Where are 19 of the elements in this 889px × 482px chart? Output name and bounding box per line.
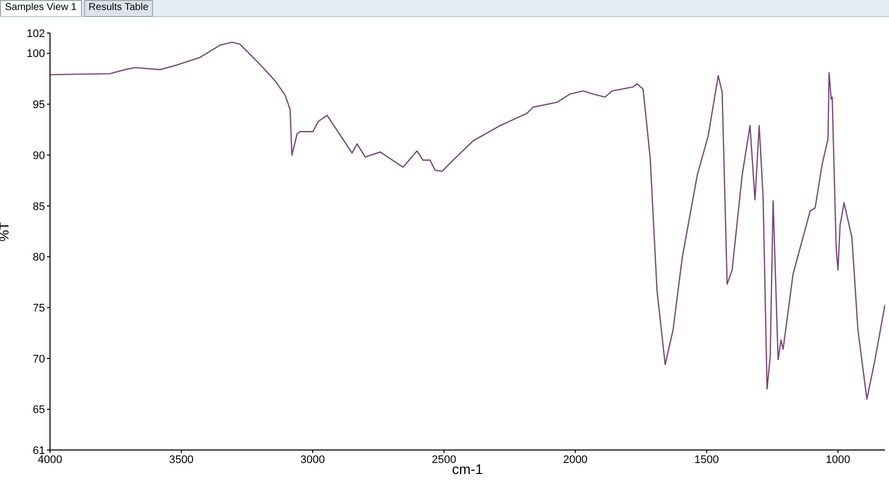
y-tick-label: 75 xyxy=(32,302,45,315)
text: Results Table xyxy=(84,0,154,17)
y-tick-label: 95 xyxy=(32,99,45,112)
x-tick-label: 1000 xyxy=(826,454,850,466)
y-tick-label: 65 xyxy=(32,404,45,416)
x-tick-label: 1500 xyxy=(694,454,719,466)
y-tick-label: 100 xyxy=(26,48,45,60)
x-tick-label: 2500 xyxy=(432,454,456,466)
y-tick-label: 102 xyxy=(26,28,45,40)
y-tick-label: 85 xyxy=(32,200,45,213)
text: Samples View 1 xyxy=(0,0,82,16)
x-tick-label: 4000 xyxy=(38,454,62,466)
x-tick-label: 3500 xyxy=(169,454,194,466)
line-series xyxy=(50,42,885,400)
x-tick-label: 3000 xyxy=(300,454,325,466)
y-tick-label: 90 xyxy=(32,150,45,162)
y-tick-label: 70 xyxy=(32,353,45,366)
x-tick-label: 2000 xyxy=(563,454,588,466)
y-tick-label: 80 xyxy=(32,252,45,264)
